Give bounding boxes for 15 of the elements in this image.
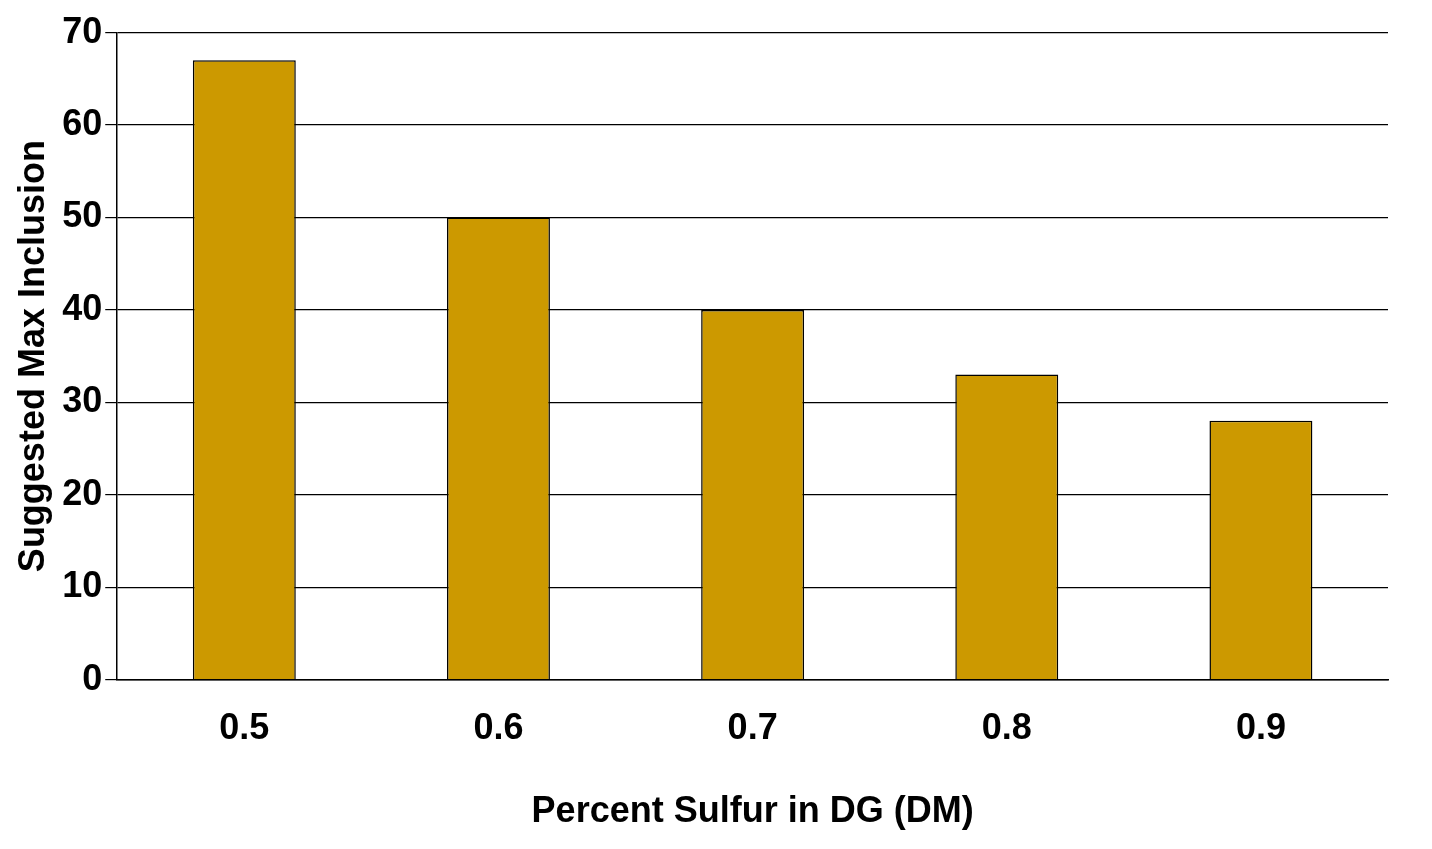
y-axis-title: Suggested Max Inclusion (10, 140, 52, 573)
y-tick-label: 30 (62, 379, 103, 421)
y-tick-label: 10 (62, 564, 103, 606)
x-axis-title: Percent Sulfur in DG (DM) (531, 789, 974, 831)
y-tick-label: 40 (62, 286, 103, 328)
x-tick-label: 0.6 (473, 706, 524, 748)
x-tick-label: 0.7 (727, 706, 778, 748)
y-tick-label: 0 (82, 656, 103, 698)
x-tick-label: 0.9 (1235, 706, 1286, 748)
y-tick-label: 50 (62, 194, 103, 236)
y-tick-label: 60 (62, 101, 103, 143)
x-tick-label: 0.8 (981, 706, 1032, 748)
y-tick-label: 70 (62, 9, 103, 51)
x-tick-label: 0.5 (219, 706, 270, 748)
y-tick-label: 20 (62, 471, 103, 513)
